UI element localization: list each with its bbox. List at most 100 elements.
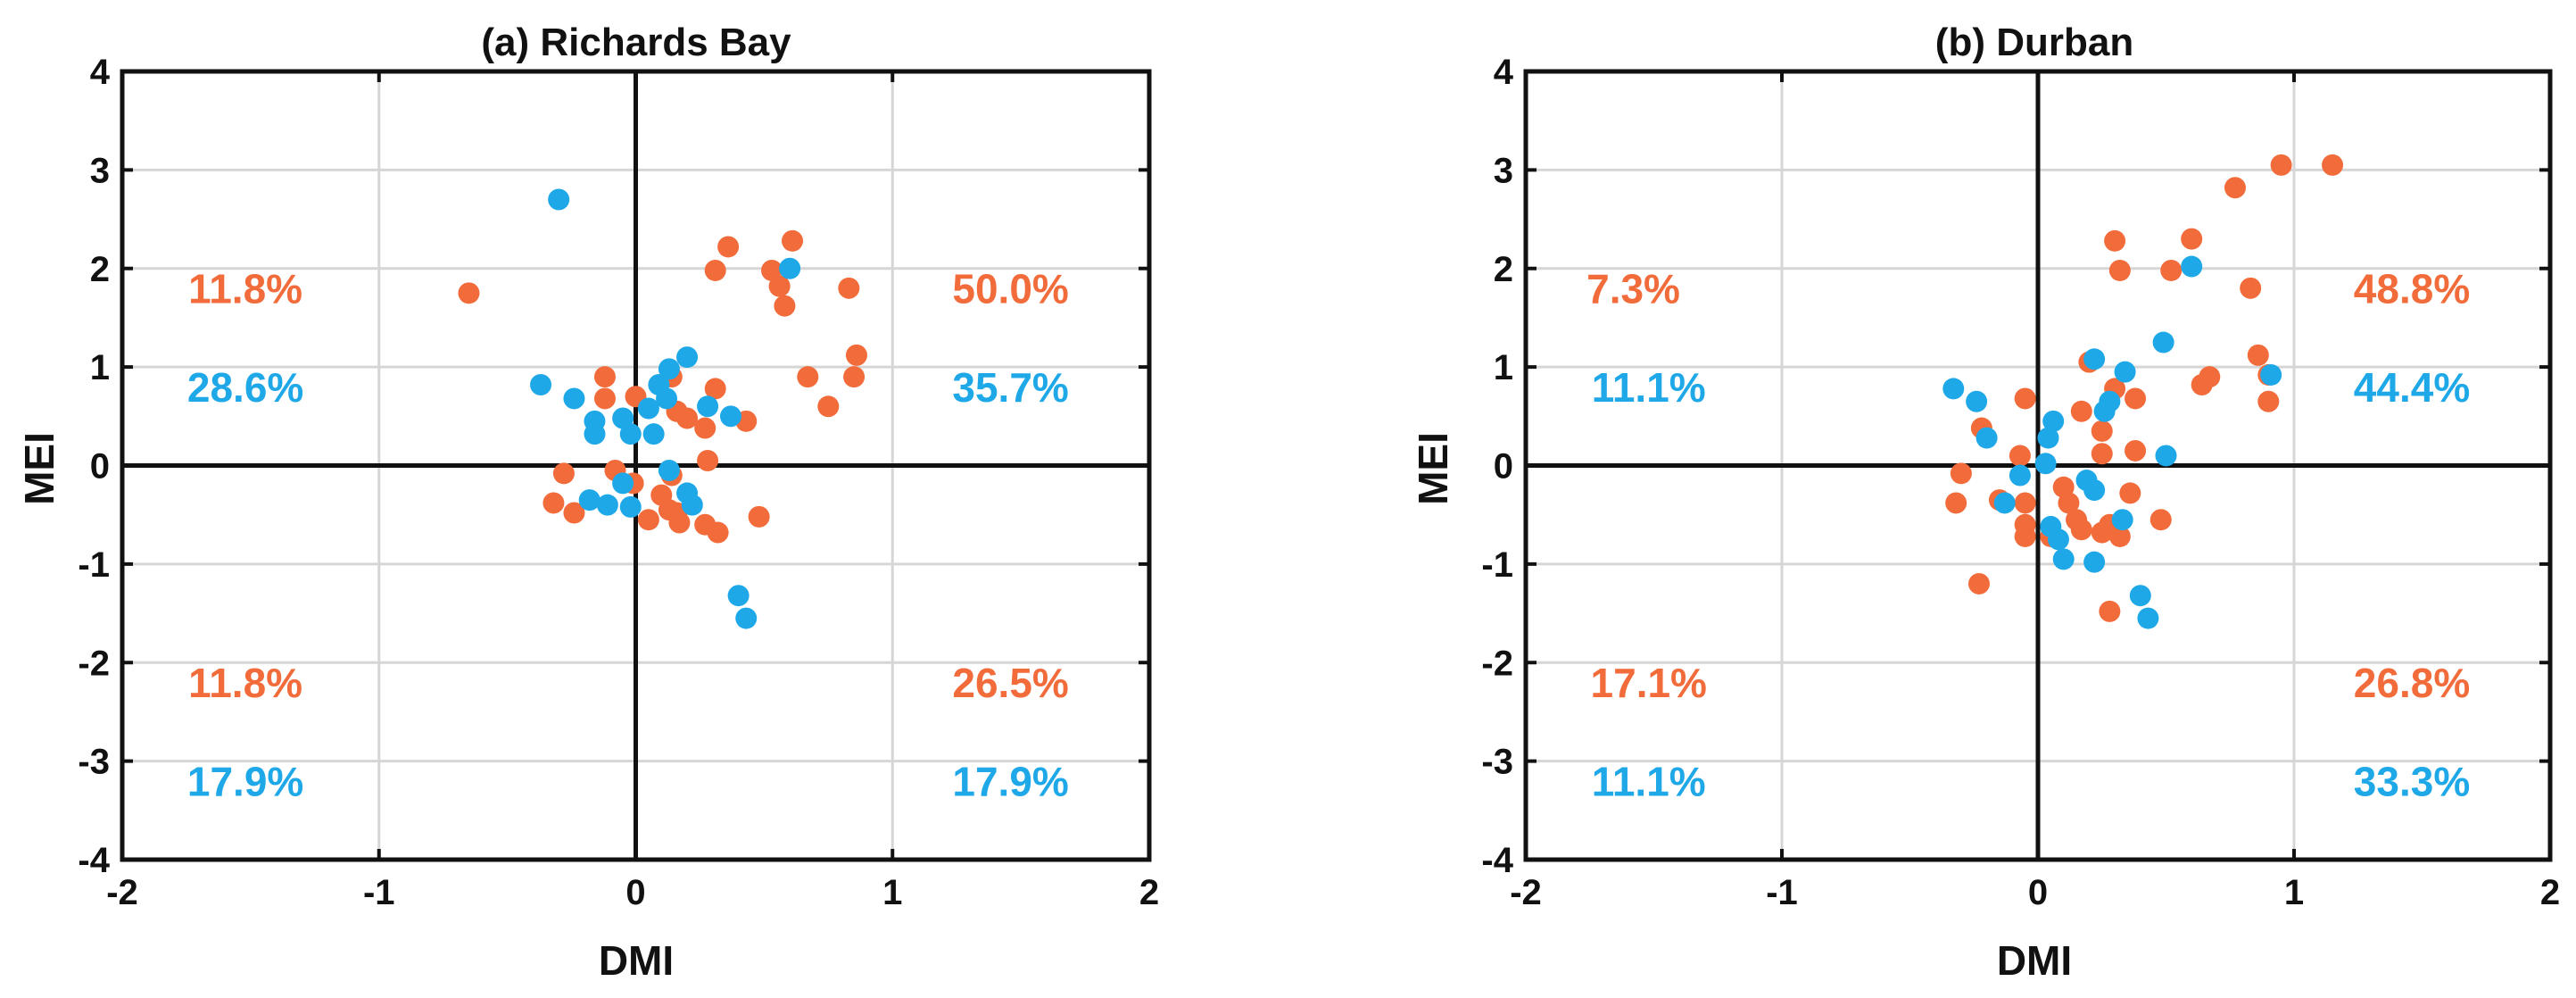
- quadrant-percentage-label: 26.8%: [2354, 660, 2470, 706]
- data-point: [1966, 390, 1988, 412]
- data-point: [719, 405, 741, 428]
- data-point: [2119, 482, 2141, 504]
- data-point: [817, 395, 840, 418]
- y-tick-label: 1: [1494, 348, 1513, 387]
- data-point: [704, 378, 726, 400]
- data-point: [694, 417, 716, 439]
- y-tick-label: 2: [90, 250, 110, 289]
- data-point: [676, 346, 699, 369]
- y-tick-label: 0: [90, 447, 110, 487]
- data-point: [779, 257, 801, 279]
- data-point: [2070, 519, 2092, 541]
- y-axis-label: MEI: [16, 432, 62, 505]
- y-tick-label: 2: [1494, 250, 1513, 289]
- data-point: [2093, 400, 2116, 422]
- data-point: [697, 395, 719, 418]
- data-point: [1945, 492, 1967, 514]
- data-point: [2058, 492, 2080, 514]
- data-point: [2091, 443, 2113, 465]
- data-point: [2014, 525, 2036, 547]
- x-axis-label: DMI: [599, 937, 674, 984]
- data-point: [735, 607, 758, 629]
- data-point: [619, 423, 642, 445]
- series-blue: [1942, 255, 2282, 629]
- data-point: [2083, 348, 2106, 370]
- x-axis-label: DMI: [1997, 937, 2072, 984]
- x-tick-label: 2: [1139, 873, 1159, 912]
- data-point: [530, 373, 552, 395]
- data-point: [845, 344, 867, 366]
- y-tick-label: 4: [90, 53, 111, 92]
- data-point: [2034, 453, 2057, 475]
- data-point: [668, 511, 691, 534]
- data-point: [2224, 177, 2246, 199]
- data-point: [593, 387, 616, 410]
- x-tick-label: -2: [106, 873, 138, 912]
- quadrant-percentage-label: 17.9%: [952, 758, 1068, 804]
- data-point: [2257, 390, 2280, 412]
- quadrant-percentage-label: 11.1%: [1592, 758, 1706, 804]
- data-point: [697, 449, 719, 471]
- data-point: [543, 492, 565, 514]
- data-point: [681, 494, 703, 516]
- data-point: [1950, 462, 1972, 485]
- data-point: [2083, 479, 2106, 502]
- data-point: [774, 295, 796, 317]
- y-tick-label: 1: [90, 348, 110, 387]
- data-point: [843, 366, 866, 388]
- data-point: [768, 275, 791, 297]
- data-point: [2108, 259, 2131, 281]
- data-point: [704, 259, 726, 281]
- y-tick-label: -1: [1481, 545, 1513, 585]
- x-tick-label: 1: [2284, 873, 2304, 912]
- y-tick-label: -3: [1481, 743, 1513, 782]
- data-point: [584, 423, 606, 445]
- y-tick-label: -1: [78, 545, 110, 585]
- quadrant-percentage-label: 17.9%: [187, 758, 303, 804]
- quadrant-percentage-label: 50.0%: [952, 265, 1068, 312]
- data-point: [637, 397, 659, 420]
- data-point: [2191, 373, 2213, 395]
- plot-area: -2 -1 0 1 2 4 3 2 1 0 -1 -2 -3 -4 11.8% 28.6% 50.0% 35.7%…: [78, 53, 1159, 912]
- data-point: [2270, 154, 2292, 176]
- data-point: [2052, 548, 2075, 570]
- data-point: [2181, 255, 2203, 278]
- x-tick-label: -1: [1766, 873, 1798, 912]
- data-point: [2009, 464, 2031, 487]
- data-point: [2247, 344, 2269, 366]
- y-tick-label: -2: [1481, 644, 1513, 683]
- data-point: [2104, 229, 2126, 252]
- data-point: [2091, 420, 2113, 442]
- data-point: [2260, 363, 2282, 386]
- data-point: [548, 188, 570, 211]
- data-point: [2099, 600, 2121, 622]
- data-point: [2009, 445, 2031, 467]
- data-point: [637, 509, 659, 531]
- y-tick-label: 4: [1494, 53, 1514, 92]
- data-point: [2160, 259, 2183, 281]
- data-point: [619, 495, 642, 518]
- panel-title: (b) Durban: [1935, 21, 2133, 64]
- x-tick-label: -2: [1510, 873, 1542, 912]
- data-point: [2129, 585, 2151, 607]
- y-tick-label: -4: [1481, 841, 1513, 880]
- data-point: [717, 236, 740, 258]
- quadrant-percentage-label: 35.7%: [952, 364, 1068, 411]
- data-point: [2083, 551, 2106, 573]
- data-point: [552, 462, 575, 485]
- data-point: [2152, 331, 2174, 353]
- x-tick-label: 0: [2028, 873, 2048, 912]
- data-point: [1942, 378, 1965, 400]
- data-point: [2149, 509, 2172, 531]
- y-tick-label: 3: [90, 151, 110, 190]
- data-point: [593, 366, 616, 388]
- plot-area: -2 -1 0 1 2 4 3 2 1 0 -1 -2 -3 -4 7.3% 11.1% 48.8% 44.4% 1…: [1481, 53, 2560, 912]
- x-tick-label: 2: [2540, 873, 2560, 912]
- data-point: [838, 277, 860, 299]
- data-point: [1967, 572, 1990, 595]
- quadrant-percentage-label: 28.6%: [187, 364, 303, 411]
- data-point: [2240, 277, 2262, 299]
- quadrant-percentage-label: 11.1%: [1592, 364, 1706, 411]
- quadrant-percentage-label: 26.5%: [952, 660, 1068, 706]
